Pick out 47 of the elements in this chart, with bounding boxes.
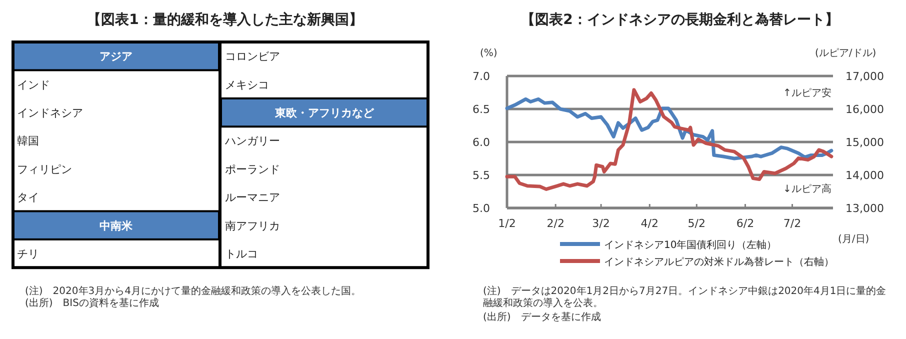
category-label: フィリピン (17, 162, 72, 176)
y2-tick-label: 15,000 (846, 136, 884, 149)
y2-axis-title: (ルピア/ドル) (815, 48, 876, 59)
x-tick-label: 5/2 (688, 217, 706, 230)
y2-tick-label: 17,000 (846, 70, 884, 83)
text: 【図表1：量的緩和を導入した主な新興国】 (87, 11, 363, 28)
x-tick-label: 1/2 (498, 217, 516, 230)
x-axis-title: (月/日) (838, 234, 870, 245)
category-label: ルーマニア (225, 191, 280, 204)
text: (注) 2020年3月から4月にかけて量的金融緩和政策の導入を公表した国。 (25, 286, 362, 298)
legend-label: インドネシア10年国債利回り（左軸） (604, 239, 777, 251)
annotation: ↑ルピア安 (783, 87, 832, 99)
x-tick-label: 7/2 (783, 217, 802, 230)
category-label: 東欧・アフリカなど (274, 106, 375, 120)
chart-title: 【図表2：インドネシアの長期金利と為替レート】 (521, 12, 839, 28)
annotation: ↓ルピア高 (783, 183, 832, 195)
category-label: トルコ (225, 248, 258, 260)
category-label: 中南米 (100, 219, 134, 232)
y2-tick-label: 13,000 (846, 202, 884, 215)
x-tick-label: 3/2 (592, 217, 610, 230)
category-label: アジア (100, 50, 132, 64)
category-label: ハンガリー (224, 134, 280, 148)
y-tick-label: 5.0 (472, 202, 490, 215)
y-tick-label: 6.5 (472, 103, 490, 116)
y-axis-title: (%) (480, 48, 498, 59)
category-label: 韓国 (17, 134, 39, 148)
x-tick-label: 6/2 (736, 217, 754, 230)
y-tick-label: 6.0 (472, 136, 490, 149)
y2-tick-label: 16,000 (846, 103, 884, 116)
category-label: インド (17, 78, 50, 92)
category-label: インドネシア (17, 106, 83, 120)
category-label: タイ (17, 191, 39, 204)
text: (出所) データを基に作成 (483, 312, 602, 324)
x-tick-label: 4/2 (640, 217, 658, 230)
category-label: コロンビア (225, 50, 280, 64)
y-tick-label: 7.0 (472, 70, 490, 83)
category-label: 南アフリカ (225, 219, 280, 232)
category-label: チリ (17, 248, 39, 260)
y-tick-label: 5.5 (472, 169, 490, 182)
text: (出所) BISの資料を基に作成 (25, 298, 160, 310)
category-label: ポーランド (225, 162, 280, 176)
line-series (505, 97, 834, 160)
category-label: メキシコ (225, 78, 269, 92)
y2-tick-label: 14,000 (846, 169, 884, 182)
x-tick-label: 2/2 (546, 217, 564, 230)
text: (注) データは2020年1月2日から7月27日。インドネシア中銀は2020年4月1日に量的金融緩和政策の導入を公表。 (483, 286, 888, 310)
legend-label: インドネシアルピアの対米ドル為替レート（右軸） (604, 256, 834, 268)
